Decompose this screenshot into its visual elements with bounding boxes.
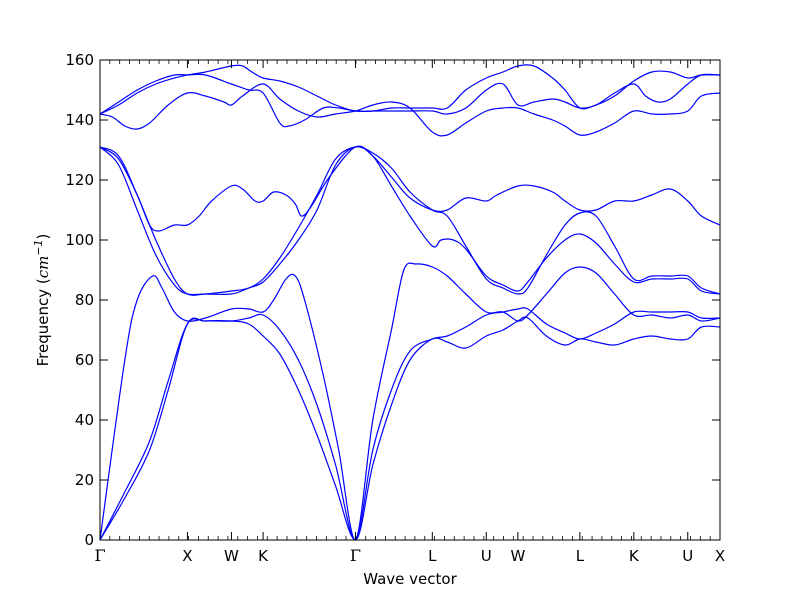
high-symmetry-label: L xyxy=(576,547,585,565)
high-symmetry-label: L xyxy=(428,547,437,565)
high-symmetry-label: Γ xyxy=(350,546,361,565)
y-axis-label-unit: cm xyxy=(34,256,52,279)
y-axis-label: Frequency (cm−1) xyxy=(32,234,52,367)
high-symmetry-label: X xyxy=(715,547,725,565)
high-symmetry-label: W xyxy=(224,547,239,565)
band-line-9 xyxy=(99,83,721,137)
y-tick-label: 80 xyxy=(75,291,94,309)
y-tick-label: 100 xyxy=(65,231,94,249)
band-line-8 xyxy=(99,64,721,115)
band-line-3 xyxy=(99,262,721,541)
x-axis-label: Wave vector xyxy=(363,570,457,588)
band-line-4 xyxy=(99,146,721,296)
y-tick-label: 140 xyxy=(65,111,94,129)
y-axis-label-close: ) xyxy=(34,234,52,240)
high-symmetry-label: K xyxy=(258,547,269,565)
y-axis-label-exp: −1 xyxy=(32,239,45,255)
y-tick-label: 160 xyxy=(65,51,94,69)
band-line-6 xyxy=(99,145,721,232)
plot-frame xyxy=(99,59,721,541)
high-symmetry-label: U xyxy=(682,547,693,565)
high-symmetry-label: K xyxy=(629,547,640,565)
y-tick-label: 0 xyxy=(84,531,94,549)
series-group xyxy=(99,64,721,541)
y-tick-label: 60 xyxy=(75,351,94,369)
y-tick-label: 40 xyxy=(75,411,94,429)
y-tick-label: 20 xyxy=(75,471,94,489)
y-tick-label: 120 xyxy=(65,171,94,189)
band-line-5 xyxy=(99,146,721,296)
high-symmetry-label: X xyxy=(182,547,192,565)
high-symmetry-label: W xyxy=(510,547,525,565)
y-axis-ticks: 0 20 40 60 80 100 120 140 160 xyxy=(65,51,720,549)
high-symmetry-label: Γ xyxy=(94,546,105,565)
band-line-1 xyxy=(99,313,721,541)
high-symmetry-label: U xyxy=(481,547,492,565)
y-axis-label-text: Frequency ( xyxy=(34,278,52,366)
band-line-2 xyxy=(99,307,721,541)
